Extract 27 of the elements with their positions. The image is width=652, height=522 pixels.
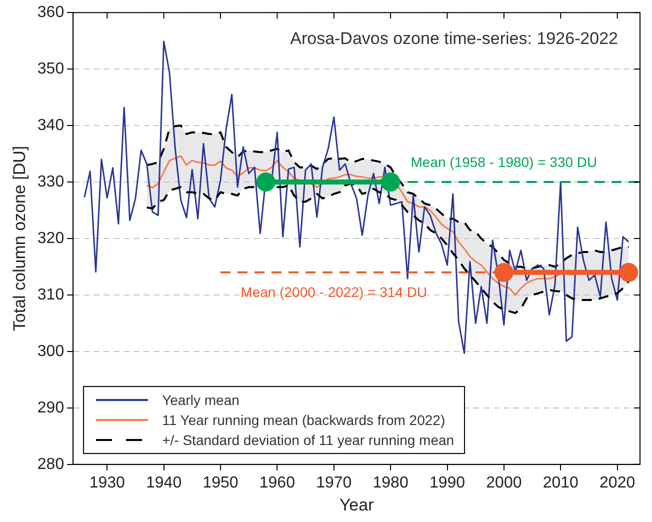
y-tick-label: 280 [37,456,64,473]
y-tick-label: 310 [37,286,64,304]
x-tick-label: 1980 [372,474,408,492]
x-tick-label: 1940 [146,474,182,492]
legend-label: Yearly mean [162,391,240,410]
y-tick-label: 340 [37,116,64,134]
y-tick-label: 330 [37,173,64,190]
x-axis-title: Year [339,495,374,514]
y-tick-label: 290 [37,399,64,416]
x-tick-label: 1950 [202,474,238,492]
x-tick-label: 2010 [542,474,579,492]
x-tick-label: 1960 [259,474,296,492]
x-tick-label: 1930 [89,474,126,492]
annotation: Mean (1958 - 1980) = 330 DU [410,154,598,170]
legend-label: +/- Standard deviation of 11 year running mean [162,431,454,450]
y-tick-label: 320 [37,230,64,247]
annotation: Mean (2000 - 2022) = 314 DU [240,284,428,300]
text: Arosa-Davos ozone time-series: 1926-2022 [290,28,618,48]
y-axis-title: Total column ozone [DU] [10,146,29,332]
x-tick-label: 2000 [486,474,522,492]
y-tick-label: 350 [37,60,64,78]
x-tick-label: 1990 [429,474,466,492]
y-tick-label: 300 [37,342,64,360]
x-tick-label: 2020 [600,474,636,492]
x-tick-label: 1970 [316,474,352,492]
legend-label: 11 Year running mean (backwards from 2022) [162,411,446,430]
y-tick-label: 360 [37,4,64,22]
